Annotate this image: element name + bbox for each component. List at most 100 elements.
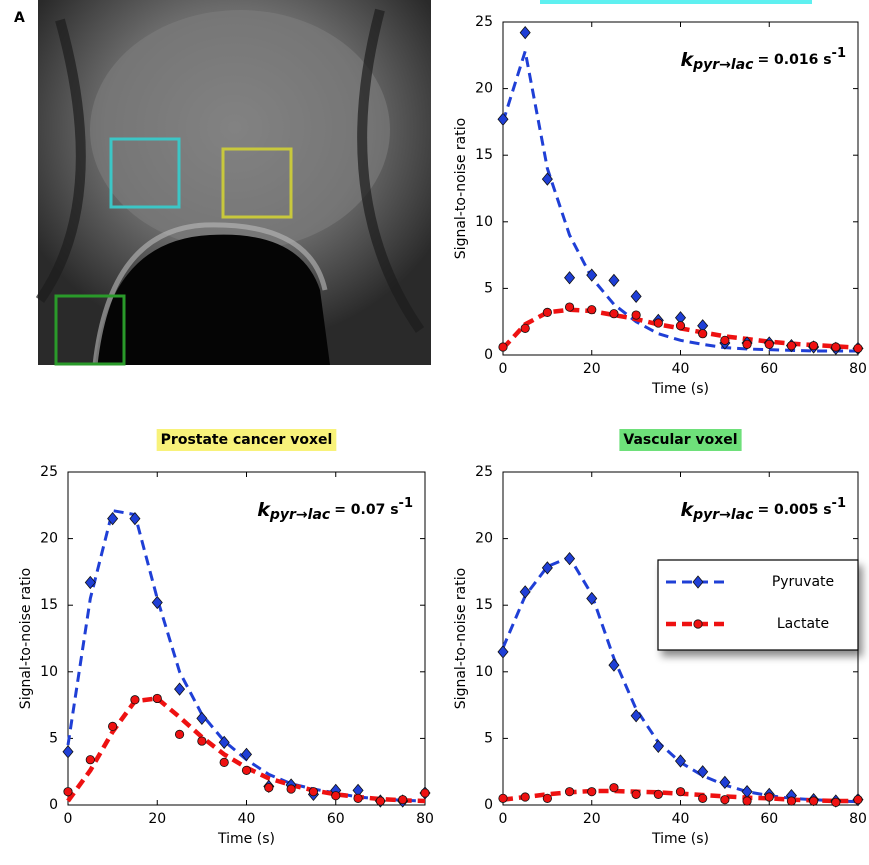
y-tick-label: 0	[484, 797, 493, 813]
y-tick-label: 15	[40, 597, 58, 613]
x-tick-label: 40	[238, 811, 256, 827]
circle-marker	[565, 787, 573, 795]
x-axis-label: Time (s)	[651, 381, 709, 397]
circle-marker	[694, 620, 702, 628]
y-tick-label: 15	[475, 597, 493, 613]
x-axis-label: Time (s)	[217, 831, 275, 847]
circle-marker	[131, 696, 139, 704]
circle-marker	[86, 756, 94, 764]
y-axis-label: Signal-to-noise ratio	[18, 568, 34, 709]
circle-marker	[743, 340, 751, 348]
circle-marker	[787, 341, 795, 349]
plot-frame	[503, 22, 858, 355]
circle-marker	[242, 766, 250, 774]
circle-marker	[698, 329, 706, 337]
circle-marker	[588, 306, 596, 314]
y-tick-label: 25	[475, 464, 493, 480]
y-tick-label: 20	[475, 81, 493, 97]
x-tick-label: 20	[583, 361, 601, 377]
annotation-subscript: pyr→lac	[692, 507, 754, 523]
circle-marker	[376, 797, 384, 805]
circle-marker	[521, 324, 529, 332]
x-tick-label: 0	[499, 361, 508, 377]
x-axis-label: Time (s)	[651, 831, 709, 847]
circle-marker	[198, 737, 206, 745]
circle-marker	[743, 797, 751, 805]
circle-marker	[721, 795, 729, 803]
annotation-subscript: pyr→lac	[269, 507, 331, 523]
circle-marker	[610, 310, 618, 318]
circle-marker	[676, 787, 684, 795]
x-tick-label: 80	[849, 361, 867, 377]
circle-marker	[64, 787, 72, 795]
x-tick-label: 20	[583, 811, 601, 827]
circle-marker	[565, 303, 573, 311]
y-tick-label: 25	[475, 14, 493, 30]
circle-marker	[543, 308, 551, 316]
page: A 0204060800510152025Time (s)Signal-to-n…	[0, 0, 869, 865]
annotation-subscript: pyr→lac	[692, 57, 754, 73]
y-tick-label: 5	[49, 730, 58, 746]
circle-marker	[499, 794, 507, 802]
x-tick-label: 60	[760, 811, 778, 827]
y-tick-label: 15	[475, 147, 493, 163]
y-tick-label: 10	[40, 664, 58, 680]
x-tick-label: 40	[672, 811, 690, 827]
circle-marker	[421, 789, 429, 797]
y-axis-label: Signal-to-noise ratio	[453, 118, 469, 259]
circle-marker	[354, 794, 362, 802]
circle-marker	[854, 795, 862, 803]
circle-marker	[698, 794, 706, 802]
x-tick-label: 80	[416, 811, 434, 827]
annotation-superscript: -1	[832, 496, 846, 511]
circle-marker	[588, 787, 596, 795]
x-tick-label: 20	[148, 811, 166, 827]
annotation-text: = 0.016 s	[757, 52, 831, 68]
circle-marker	[309, 787, 317, 795]
circle-marker	[832, 343, 840, 351]
circle-marker	[108, 722, 116, 730]
y-tick-label: 0	[49, 797, 58, 813]
annotation-superscript: -1	[399, 496, 413, 511]
circle-marker	[787, 797, 795, 805]
x-tick-label: 60	[327, 811, 345, 827]
y-tick-label: 5	[484, 730, 493, 746]
circle-marker	[543, 794, 551, 802]
circle-marker	[765, 340, 773, 348]
circle-marker	[654, 790, 662, 798]
circle-marker	[832, 798, 840, 806]
y-tick-label: 25	[40, 464, 58, 480]
y-tick-label: 20	[475, 531, 493, 547]
x-tick-label: 0	[499, 811, 508, 827]
circle-marker	[175, 730, 183, 738]
circle-marker	[220, 758, 228, 766]
circle-marker	[153, 694, 161, 702]
circle-marker	[632, 311, 640, 319]
circle-marker	[398, 795, 406, 803]
legend-label: Pyruvate	[772, 574, 834, 590]
mri-image	[38, 0, 431, 365]
circle-marker	[809, 341, 817, 349]
circle-marker	[332, 791, 340, 799]
circle-marker	[854, 344, 862, 352]
legend-label: Lactate	[777, 616, 829, 632]
circle-marker	[765, 793, 773, 801]
circle-marker	[521, 793, 529, 801]
figure: A 0204060800510152025Time (s)Signal-to-n…	[0, 0, 869, 865]
x-tick-label: 0	[64, 811, 73, 827]
circle-marker	[654, 319, 662, 327]
annotation-text: = 0.07 s	[334, 502, 398, 518]
title-highlight-cut	[540, 0, 812, 4]
annotation-superscript: -1	[832, 46, 846, 61]
x-tick-label: 40	[672, 361, 690, 377]
circle-marker	[632, 790, 640, 798]
y-tick-label: 0	[484, 347, 493, 363]
annotation-text: = 0.005 s	[757, 502, 831, 518]
circle-marker	[721, 336, 729, 344]
circle-marker	[610, 783, 618, 791]
chart-title: Prostate cancer voxel	[161, 432, 333, 448]
circle-marker	[287, 785, 295, 793]
chart-title: Vascular voxel	[623, 432, 737, 448]
y-axis-label: Signal-to-noise ratio	[453, 568, 469, 709]
y-tick-label: 20	[40, 531, 58, 547]
